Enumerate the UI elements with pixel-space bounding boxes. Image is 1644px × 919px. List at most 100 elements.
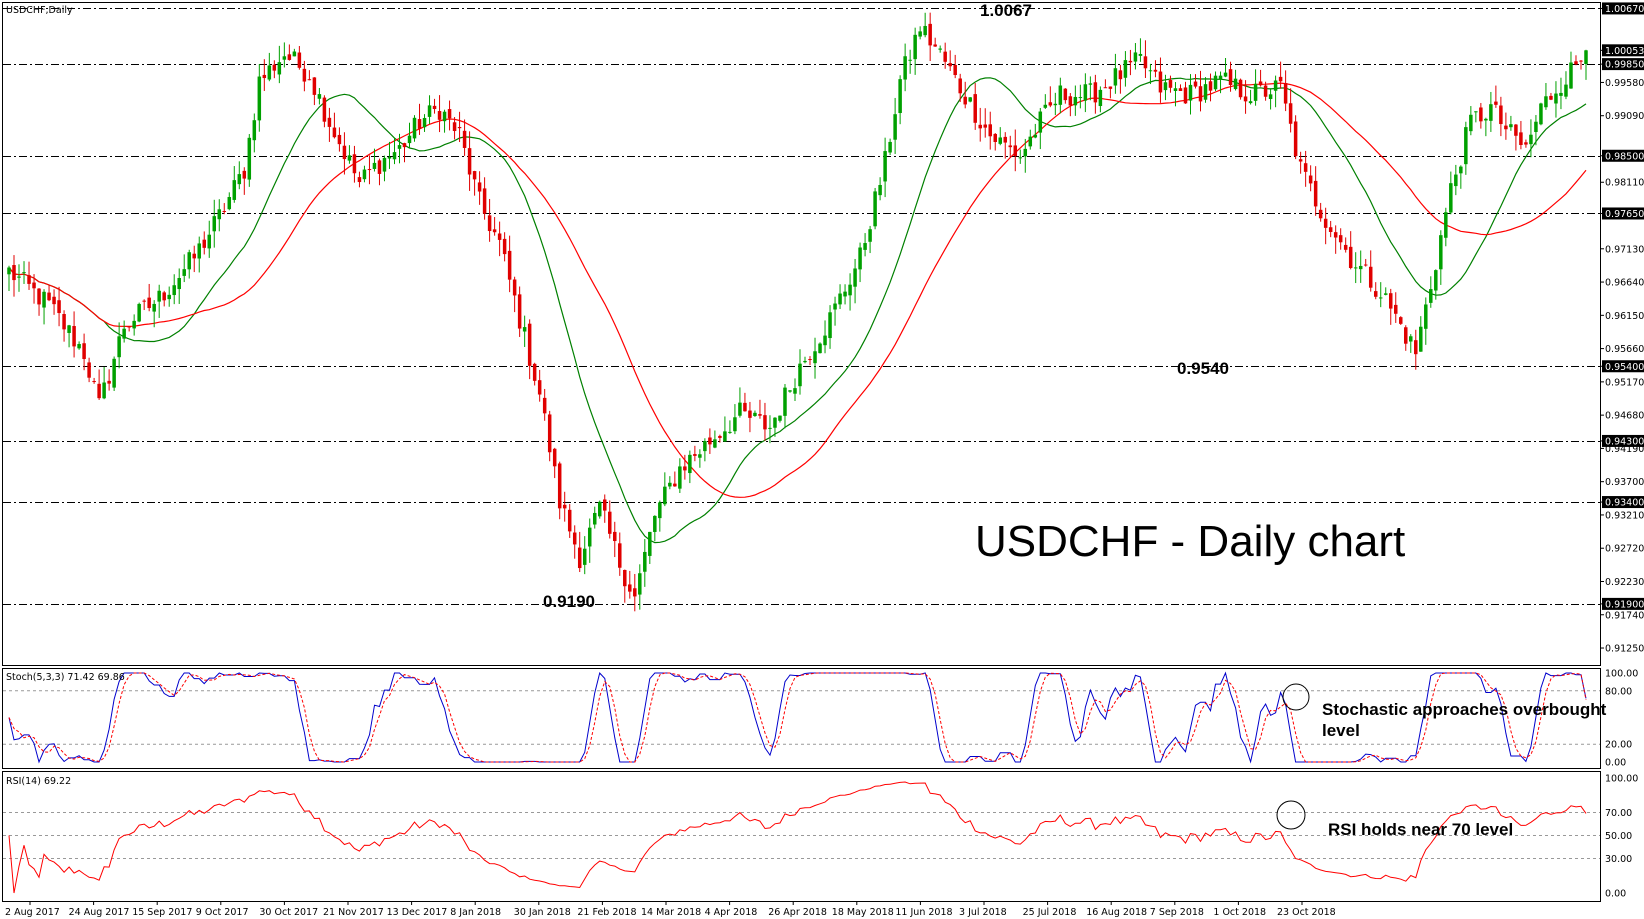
candle-body [172,285,176,296]
candle-body [653,515,657,532]
candle-body [502,238,507,255]
candle-body [973,94,977,123]
candle-body [978,124,982,129]
stoch-tick-label: 100.00 [1605,669,1638,680]
level-label-mid: 0.9540 [1177,359,1229,378]
candle-body [347,155,352,161]
candle-body [718,435,722,438]
price-tick-label: 1.00053 [1605,46,1644,57]
candle-body [182,269,186,276]
date-tick-label: 21 Feb 2018 [577,907,636,918]
candle-body [387,156,392,159]
date-tick-label: 7 Sep 2018 [1150,907,1204,918]
candle-body [297,52,302,68]
date-tick-label: 15 Sep 2017 [132,907,192,918]
candle-body [352,154,357,174]
candle-body [918,31,922,37]
price-tick-label: 0.96640 [1605,278,1644,289]
rsi-tick-label: 0.00 [1605,889,1626,900]
candle-body [537,380,542,395]
candle-body [1338,235,1343,243]
candle-body [1514,124,1518,136]
candle-body [1429,289,1433,303]
candle-body [362,169,367,180]
price-tick-label: 1.00670 [1605,4,1644,15]
candle-body [753,412,757,417]
candle-body [1559,92,1563,96]
candle-body [1529,134,1533,145]
rsi-highlight-circle [1276,800,1306,830]
candle-body [1509,124,1513,128]
candle-body [658,502,662,519]
candle-body [1368,266,1373,288]
candle-body [557,463,562,509]
candle-body [137,303,141,322]
candle-body [1424,304,1428,329]
candle-body [1504,125,1508,130]
candle-body [928,23,932,46]
candle-body [823,335,827,346]
price-tick-label: 0.96150 [1605,311,1644,322]
rsi-tick-label: 70.00 [1605,808,1632,819]
candle-body [312,77,317,95]
candle-body [1449,183,1453,213]
price-tick-label: 0.99580 [1605,78,1644,89]
candle-body [808,359,812,361]
candle-body [212,216,217,232]
candle-body [1378,297,1383,299]
candle-body [773,417,777,428]
candle-body [933,44,937,47]
candle-body [1013,145,1018,157]
candle-body [1549,95,1553,100]
candle-body [603,499,607,511]
candle-body [202,239,206,248]
candle-body [422,117,427,128]
rsi-tick-label: 30.00 [1605,854,1632,865]
candle-body [1373,291,1378,297]
candle-body [1238,79,1243,98]
candle-body [858,247,862,270]
candle-body [1043,104,1048,108]
price-tick-label: 0.97130 [1605,244,1644,255]
rsi-pane-frame [2,771,1601,902]
candle-body [1078,97,1083,99]
candle-body [1263,85,1268,97]
price-tick-box [1602,360,1644,373]
candle-body [1103,87,1108,89]
candle-body [1283,83,1288,104]
candle-body [1163,82,1168,91]
rsi-indicator: 100.00 70.00 50.00 30.00 0.00 [3,774,1638,900]
date-tick-label: 2 Aug 2017 [5,907,60,918]
stoch-note-line1: Stochastic approaches overbought [1322,700,1607,719]
candle-body [252,120,257,141]
candle-body [482,188,487,214]
candle-body [758,414,762,416]
candle-body [1464,127,1468,165]
candle-body [873,191,877,227]
candle-body [367,169,372,171]
candle-body [1233,78,1238,90]
candle-body [507,250,512,280]
ma-slow-line [8,82,1587,498]
level-label-low: 0.9190 [543,592,595,611]
candle-body [1198,86,1203,102]
candle-body [267,65,272,80]
candle-body [32,282,36,289]
candle-body [147,297,151,309]
date-tick-label: 24 Aug 2017 [69,907,130,918]
candle-body [207,234,212,249]
price-tick-box [1602,496,1644,509]
candle-body [843,291,847,297]
candle-body [287,54,292,60]
candle-body [1123,60,1128,78]
price-tick-label: 0.95170 [1605,377,1644,388]
candle-body [723,431,727,442]
candle-body [112,358,116,388]
candle-body [1519,132,1523,146]
candle-body [177,277,181,290]
candle-body [1584,50,1588,65]
candle-body [517,294,522,329]
candle-body [1058,85,1063,105]
candle-body [487,215,492,232]
